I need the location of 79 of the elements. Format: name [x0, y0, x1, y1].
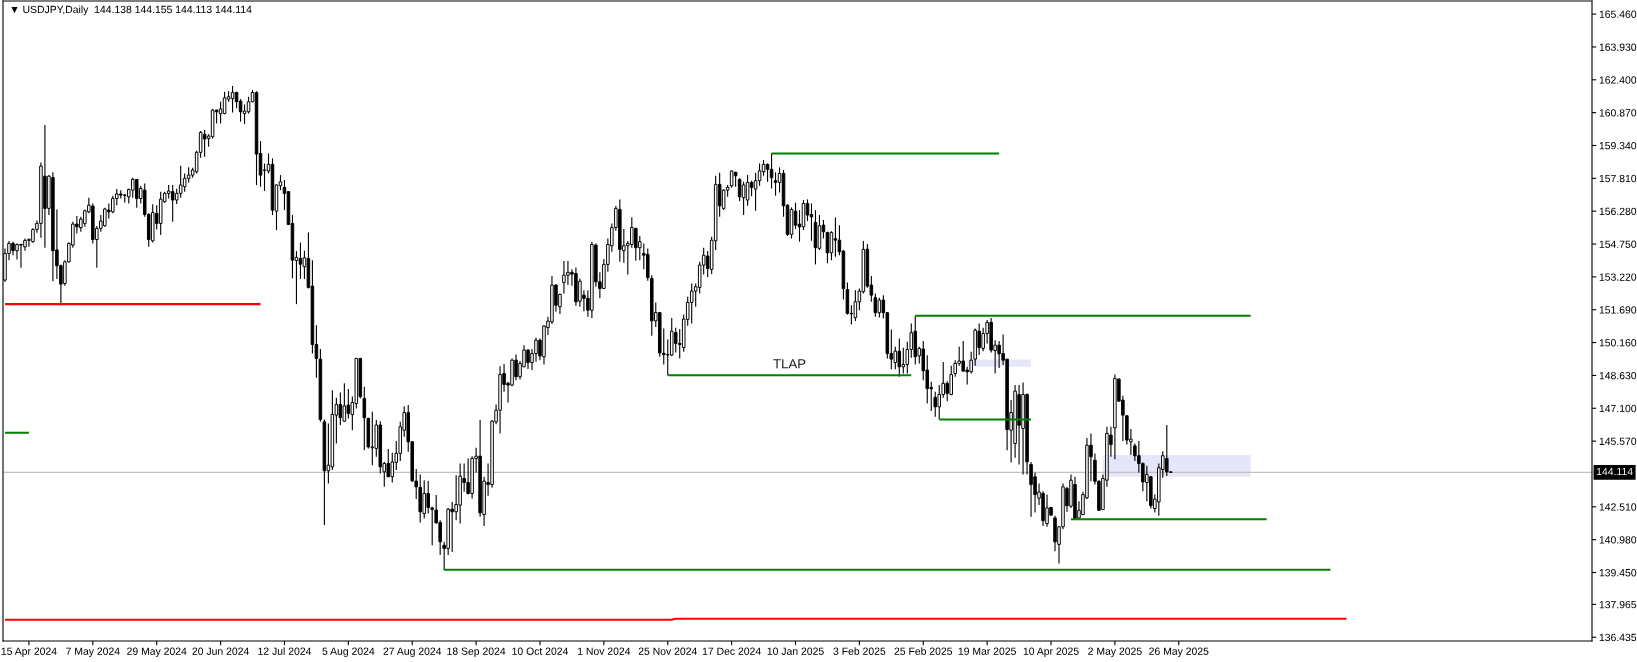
candlestick	[390, 452, 395, 484]
candlestick	[961, 340, 965, 373]
x-tick-label: 7 May 2024	[66, 647, 120, 657]
y-tick-label: 163.930	[1599, 43, 1637, 51]
y-tick-label: 150.160	[1599, 339, 1637, 347]
candlestick	[845, 281, 850, 316]
candlestick	[342, 382, 347, 423]
y-tick-label: 151.690	[1599, 306, 1637, 314]
y-tick-label: 162.400	[1599, 76, 1637, 84]
x-tick-label: 20 Jun 2024	[192, 647, 249, 655]
x-tick-label: 18 Sep 2024	[447, 647, 506, 657]
candlestick	[242, 103, 247, 125]
y-tick-label: 137.965	[1599, 600, 1637, 609]
x-tick-label: 1 Nov 2024	[578, 647, 631, 655]
candlestick	[1145, 465, 1149, 502]
candlestick	[745, 174, 750, 207]
candlestick	[450, 501, 454, 553]
x-tick-label: 12 Jul 2024	[258, 647, 312, 655]
candlestick	[673, 327, 678, 354]
candlestick	[669, 317, 674, 357]
candlestick	[1053, 515, 1057, 552]
candlestick	[466, 457, 470, 496]
candlestick	[130, 177, 135, 199]
x-tick-label: 5 Aug 2024	[322, 647, 375, 657]
y-tick-label: 153.220	[1599, 273, 1637, 281]
candlestick	[897, 337, 902, 378]
candlestick	[833, 216, 838, 258]
y-tick-label: 159.340	[1599, 141, 1637, 150]
y-tick-label: 148.630	[1599, 371, 1637, 380]
x-tick-label: 2 May 2025	[1088, 647, 1142, 657]
candlestick	[1165, 424, 1169, 477]
candlestick	[1045, 494, 1049, 528]
x-tick-label: 27 Aug 2024	[383, 647, 442, 657]
candlestick	[901, 347, 906, 375]
candlestick	[19, 243, 23, 269]
candlestick	[630, 216, 634, 249]
y-tick-label: 147.100	[1599, 404, 1637, 413]
y-tick-label: 139.450	[1599, 569, 1637, 577]
candlestick	[134, 178, 139, 209]
candlestick	[370, 411, 375, 466]
x-tick-label: 29 May 2024	[127, 647, 187, 657]
x-tick-label: 26 May 2025	[1149, 647, 1209, 657]
candlestick	[526, 348, 530, 370]
candlestick	[634, 227, 638, 262]
x-tick-label: 10 Apr 2025	[1023, 647, 1079, 657]
x-tick-label: 17 Dec 2024	[702, 647, 761, 655]
y-tick-label: 142.510	[1599, 503, 1637, 511]
candlestick	[178, 165, 183, 199]
x-tick-label: 25 Feb 2025	[894, 647, 953, 655]
candlestick	[721, 188, 726, 211]
candlestick	[937, 384, 941, 420]
y-tick-label: 154.750	[1599, 240, 1637, 248]
candlestick	[562, 260, 566, 294]
y-tick-label: 136.435	[1599, 633, 1637, 642]
ref-line-label: 144.114	[1596, 467, 1633, 476]
candlestick	[689, 282, 694, 325]
y-tick-label: 156.280	[1599, 207, 1637, 216]
candlestick	[853, 289, 858, 322]
y-tick-label: 145.570	[1599, 437, 1637, 445]
chart-title: ▼ USDJPY,Daily 144.138 144.155 144.113 144.114	[11, 5, 252, 16]
series-label: TLAP	[773, 359, 806, 369]
x-tick-label: 10 Jan 2025	[767, 647, 824, 655]
candlestick	[877, 297, 882, 319]
x-tick-label: 15 Apr 2024	[1, 647, 57, 657]
candlestick	[741, 181, 746, 216]
y-tick-label: 140.980	[1599, 536, 1637, 544]
x-tick-label: 25 Nov 2024	[638, 647, 697, 655]
candlestick	[578, 277, 582, 308]
candlestick	[773, 171, 778, 197]
candlestick	[977, 322, 981, 356]
y-tick-label: 160.870	[1599, 109, 1637, 117]
x-tick-label: 19 Mar 2025	[958, 647, 1016, 655]
x-tick-label: 3 Feb 2025	[833, 647, 886, 655]
candlestick	[202, 129, 207, 158]
y-tick-label: 157.810	[1599, 174, 1637, 183]
candlestick	[426, 480, 430, 515]
y-tick-label: 165.460	[1599, 10, 1637, 18]
x-tick-label: 10 Oct 2024	[512, 647, 569, 655]
candlestick	[298, 241, 303, 280]
